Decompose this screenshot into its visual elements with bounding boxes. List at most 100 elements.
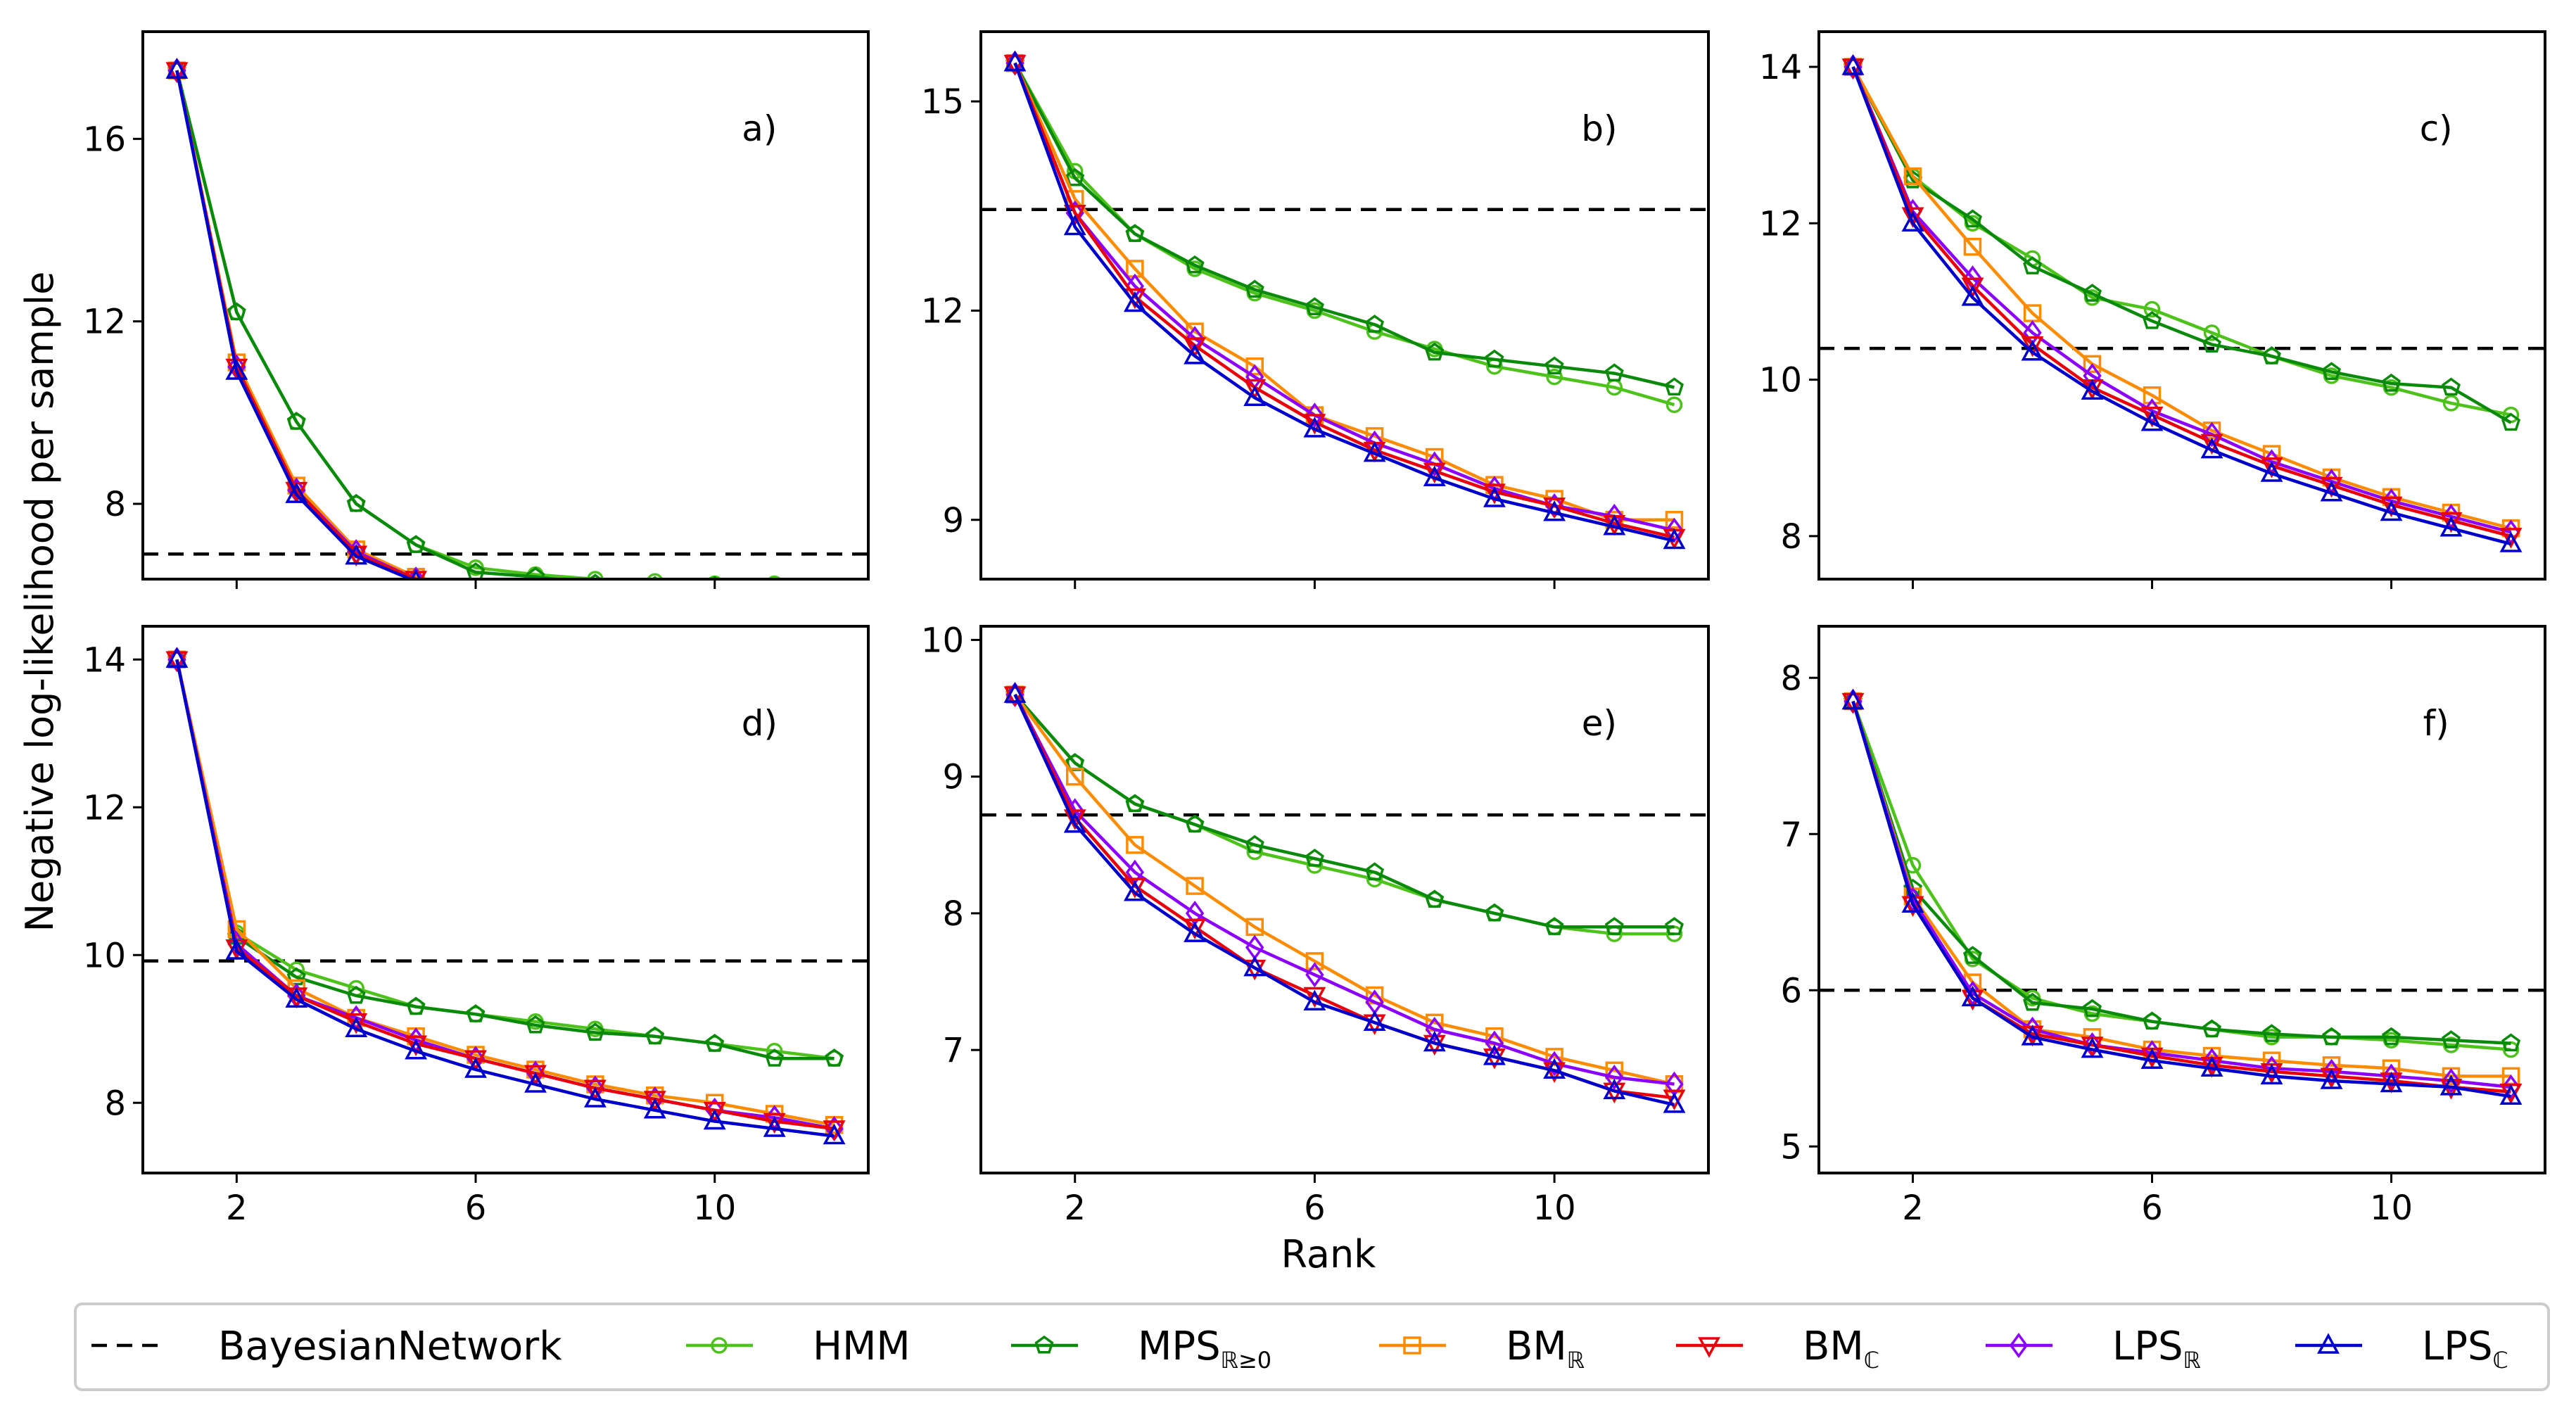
data-point-mps (2083, 999, 2102, 1018)
data-point-lpsr (1425, 1017, 1444, 1042)
y-tick-label: 16 (83, 120, 126, 159)
series-line-bmr (1851, 65, 2512, 530)
data-point-mps (286, 412, 306, 430)
data-point-bmc (467, 588, 485, 605)
data-point-mps (1963, 209, 1982, 228)
panels-group: 8 12 16 a) 9 12 15 b) 8 10 12 14 c) 8 10 12 14 2 6 10 d) 7 8 9 1… (83, 30, 2546, 1228)
legend: BayesianNetwork HMM MPSℝ≥0 BMℝ BMℂ LPSℝ LPSℂ (74, 1302, 2550, 1391)
data-point-lpsc (2320, 481, 2343, 502)
data-point-mps (1065, 167, 1085, 186)
data-point-lpsc (165, 647, 189, 668)
y-tick-label: 10 (1759, 361, 1802, 400)
data-point-lpsc (2499, 531, 2523, 552)
series-line-bmr (175, 659, 835, 1127)
series-line-hmm (175, 70, 637, 579)
data-point-lpsc (1423, 1030, 1446, 1052)
y-tick-label: 12 (83, 788, 126, 828)
data-point-bmc (763, 1112, 786, 1134)
data-point-mps (1365, 315, 1385, 333)
data-point-lpsc (2021, 340, 2044, 361)
data-point-lpsc (2081, 379, 2104, 400)
data-point-lpsr (2202, 421, 2221, 448)
panel-frame (1817, 30, 2546, 581)
data-point-bmr (588, 590, 603, 605)
series-line-bmr (1851, 700, 2511, 1078)
data-point-mps (1245, 835, 1264, 854)
y-tick-label: 12 (921, 291, 964, 331)
series-line-bmc (1851, 700, 2511, 1093)
data-point-lpsc (1243, 385, 1267, 407)
data-point-mps (1604, 363, 1624, 382)
data-point-bmc (823, 1120, 846, 1141)
legend-entry-lpsc: LPSℂ (2295, 1324, 2508, 1374)
legend-marker-lpsc (2317, 1333, 2340, 1354)
data-point-lpsc (1961, 285, 1984, 306)
legend-name: BayesianNetwork (218, 1324, 562, 1369)
data-point-mps (585, 1022, 605, 1041)
data-point-mps (2262, 1024, 2281, 1042)
series-line-mps (1851, 65, 2512, 424)
y-tick-label: 5 (1780, 1127, 1802, 1167)
data-point-lpsc (1543, 500, 1566, 521)
data-point-bmc (706, 595, 724, 611)
legend-label-hmm: HMM (813, 1324, 911, 1369)
data-point-lpsc (2380, 1071, 2403, 1093)
data-point-mps (1664, 917, 1684, 935)
data-point-bmc (2320, 476, 2343, 498)
data-point-lpsc (1663, 1092, 1686, 1113)
legend-marker-bmr (1403, 1336, 1421, 1355)
data-point-lpsc (1961, 985, 1984, 1007)
data-point-lpsc (825, 595, 844, 611)
data-point-bmc (1841, 58, 1865, 80)
data-point-mps (2322, 1027, 2341, 1046)
y-tick-label: 10 (921, 621, 964, 660)
data-point-mps (1963, 946, 1982, 964)
data-point-bmr (647, 592, 663, 607)
y-tick-label: 7 (1780, 815, 1802, 854)
data-point-bmc (2140, 406, 2164, 428)
series-line-mps (175, 659, 835, 1060)
data-point-lpsc (646, 595, 664, 611)
data-point-bmc (2260, 457, 2283, 478)
legend-entry-bn: BayesianNetwork (91, 1324, 562, 1369)
data-point-bmr (767, 592, 782, 607)
panel-label: c) (2420, 108, 2453, 149)
plot-area (981, 682, 1708, 1113)
series-line-bmc (1851, 66, 2512, 538)
data-point-bmr (1305, 952, 1324, 970)
data-point-lpsc (1003, 682, 1027, 703)
data-point-lpsc (706, 595, 724, 611)
data-point-mps (825, 1048, 844, 1067)
data-point-lpsc (583, 1086, 607, 1108)
legend-name: BM (1803, 1324, 1864, 1369)
x-tick-label: 10 (1533, 1188, 1576, 1228)
series-line-hmm (1851, 65, 2511, 417)
x-tick-label: 2 (226, 1188, 248, 1228)
panel-label: a) (742, 108, 777, 149)
series-line-bmr (1013, 693, 1675, 1086)
data-point-lpsc (1303, 989, 1326, 1010)
data-point-lpsc (2200, 1055, 2223, 1077)
y-tick-label: 9 (942, 758, 964, 797)
legend-entry-bmc: BMℂ (1676, 1324, 1879, 1374)
data-point-bmr (827, 592, 842, 607)
legend-label-mps: MPSℝ≥0 (1138, 1324, 1271, 1374)
panel-c: 8 10 12 14 c) (1759, 30, 2546, 589)
data-point-bmr (528, 588, 543, 603)
data-point-lpsc (1184, 921, 1207, 942)
data-point-mps (227, 302, 246, 321)
data-point-bmc (405, 1035, 428, 1056)
data-point-lpsc (2380, 500, 2403, 521)
data-point-bmc (1303, 414, 1326, 435)
data-point-mps (1125, 794, 1145, 812)
data-point-lpsc (2320, 1068, 2343, 1089)
data-point-lpsc (526, 590, 545, 607)
data-point-lpsc (1483, 486, 1506, 507)
series-line-bmc (175, 70, 422, 579)
legend-marker-hmm (711, 1337, 728, 1354)
data-point-hmm (2083, 1005, 2101, 1022)
data-point-lpsc (2499, 1084, 2523, 1105)
series-line-lpsc (1851, 66, 2512, 546)
data-point-lpsc (1063, 214, 1086, 236)
series-line-lpsr (1013, 62, 1675, 532)
